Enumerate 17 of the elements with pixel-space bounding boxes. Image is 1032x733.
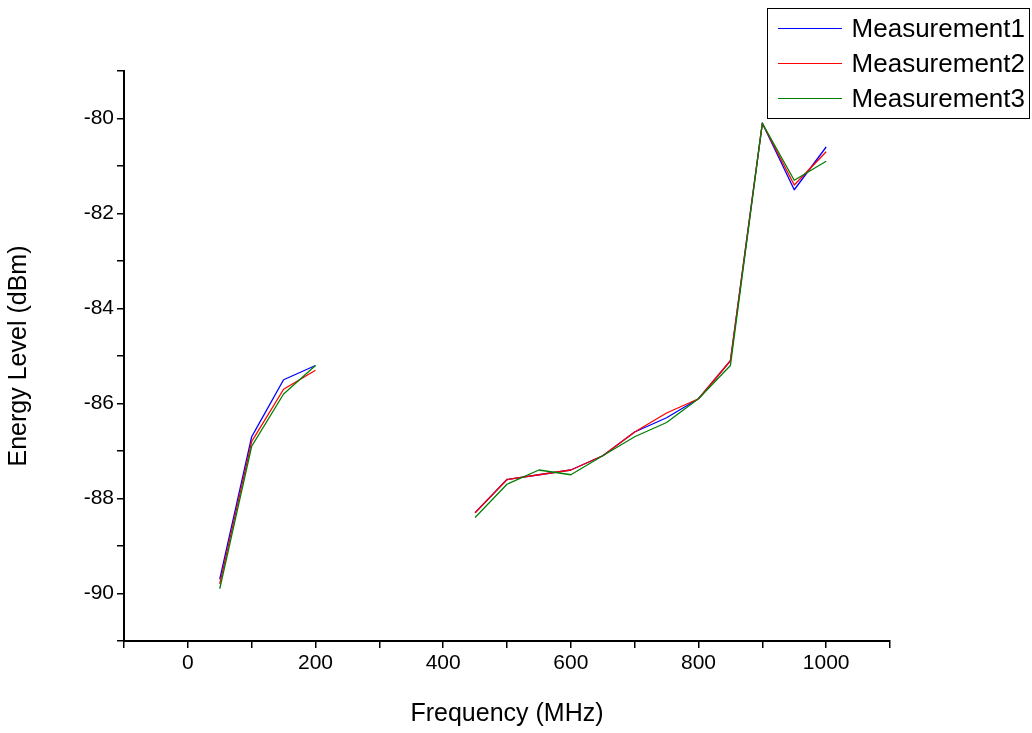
x-tick-label: 1000 [802, 650, 850, 674]
x-tick-label: 200 [297, 650, 334, 674]
y-axis-title: Energy Level (dBm) [2, 245, 31, 467]
x-axis-title: Frequency (MHz) [410, 697, 604, 726]
x-tick-label: 600 [553, 650, 589, 674]
y-tick-label: -80 [83, 105, 114, 129]
x-tick-label: 0 [181, 650, 194, 674]
y-tick-label: -86 [83, 390, 114, 414]
x-tick-label: 800 [680, 650, 717, 674]
legend-label: Measurement3 [851, 83, 1025, 114]
y-tick-label: -82 [83, 200, 114, 224]
y-tick-label: -84 [83, 295, 115, 319]
y-tick-label: -90 [83, 580, 114, 604]
y-tick-label: -88 [83, 485, 114, 509]
legend-label: Measurement1 [851, 13, 1025, 44]
legend-label: Measurement2 [851, 48, 1025, 79]
x-tick-label: 400 [425, 650, 461, 674]
